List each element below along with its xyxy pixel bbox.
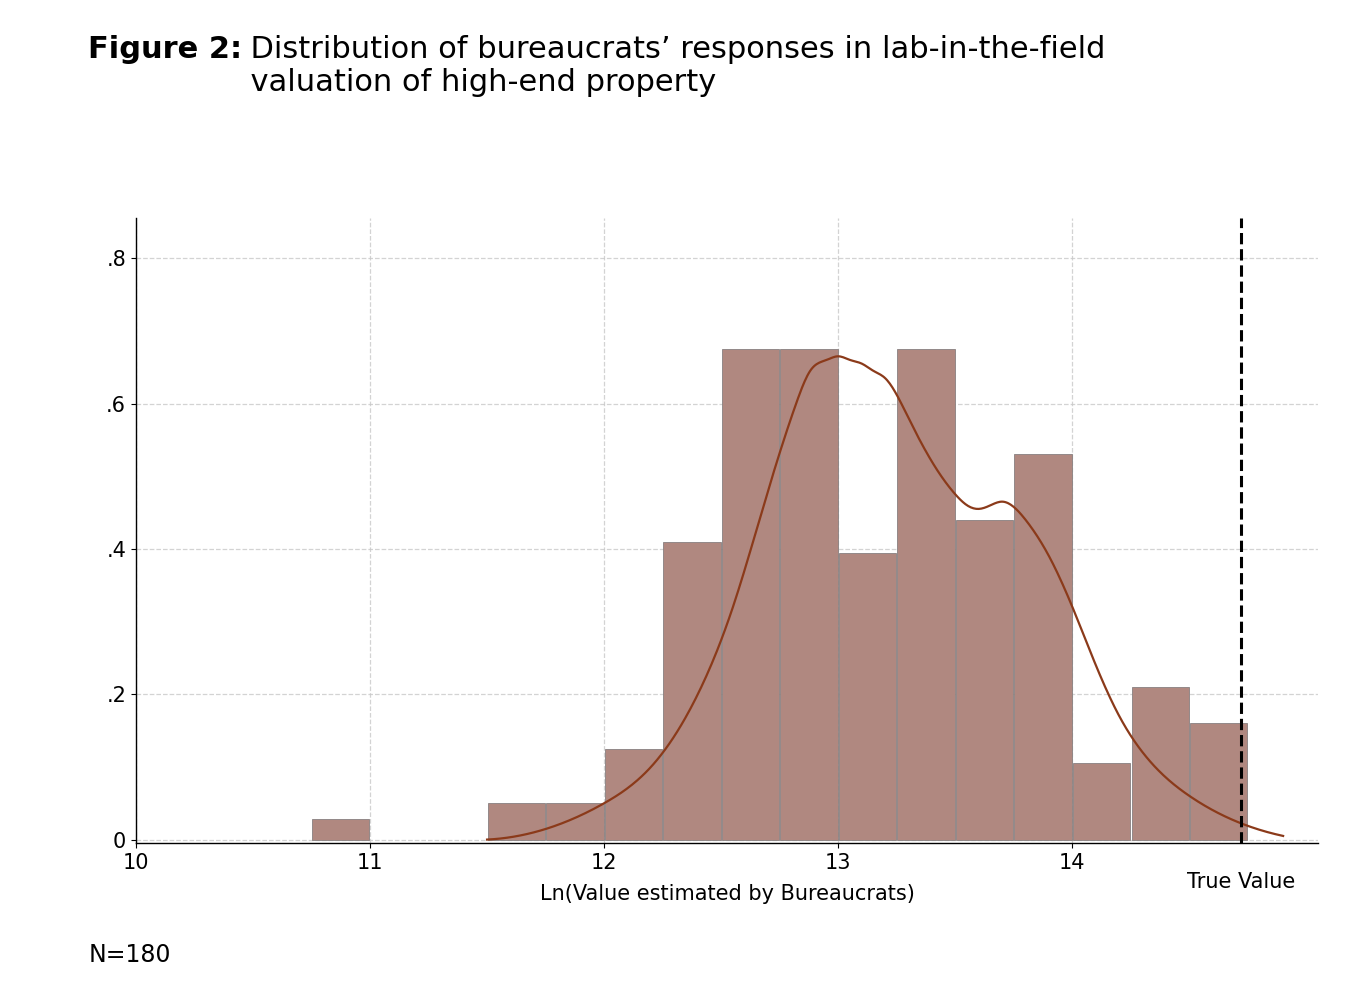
Bar bbox=[1132, 686, 1189, 839]
Bar bbox=[1074, 763, 1131, 839]
Text: N=180: N=180 bbox=[88, 943, 171, 967]
Bar bbox=[722, 349, 779, 839]
Text: Figure 2:: Figure 2: bbox=[88, 35, 242, 63]
X-axis label: Ln(Value estimated by Bureaucrats): Ln(Value estimated by Bureaucrats) bbox=[540, 884, 915, 904]
Bar bbox=[897, 349, 955, 839]
Text: Distribution of bureaucrats’ responses in lab-in-the-field
  valuation of high-e: Distribution of bureaucrats’ responses i… bbox=[231, 35, 1105, 97]
Bar bbox=[1190, 723, 1248, 839]
Bar bbox=[1014, 454, 1072, 839]
Bar bbox=[488, 804, 545, 839]
Bar bbox=[313, 819, 370, 839]
Text: True Value: True Value bbox=[1186, 872, 1295, 892]
Bar bbox=[839, 553, 896, 839]
Bar bbox=[780, 349, 837, 839]
Bar bbox=[546, 804, 603, 839]
Bar bbox=[663, 542, 720, 839]
Bar bbox=[605, 749, 662, 839]
Bar bbox=[955, 520, 1014, 839]
